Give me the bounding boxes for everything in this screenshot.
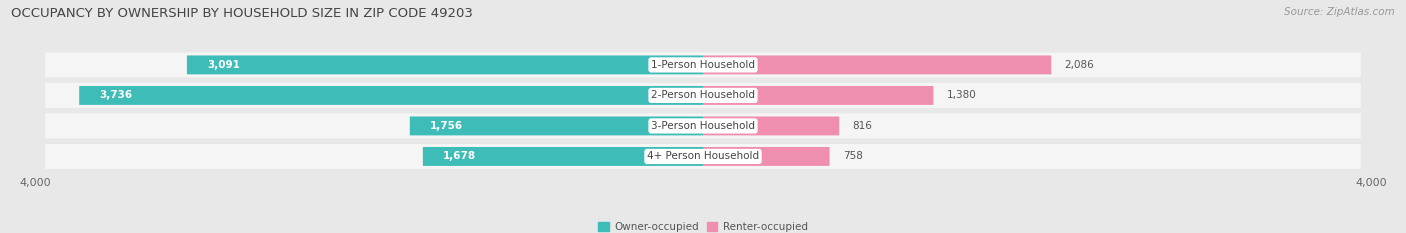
Text: 2-Person Household: 2-Person Household [651,90,755,100]
Text: 1,756: 1,756 [430,121,463,131]
Text: 3,736: 3,736 [100,90,132,100]
Text: 758: 758 [844,151,863,161]
FancyBboxPatch shape [703,147,830,166]
FancyBboxPatch shape [187,55,703,74]
FancyBboxPatch shape [703,116,839,135]
FancyBboxPatch shape [45,113,1361,138]
Text: Source: ZipAtlas.com: Source: ZipAtlas.com [1284,7,1395,17]
Text: 3-Person Household: 3-Person Household [651,121,755,131]
FancyBboxPatch shape [45,83,1361,108]
Text: 816: 816 [852,121,873,131]
Text: 1-Person Household: 1-Person Household [651,60,755,70]
Text: OCCUPANCY BY OWNERSHIP BY HOUSEHOLD SIZE IN ZIP CODE 49203: OCCUPANCY BY OWNERSHIP BY HOUSEHOLD SIZE… [11,7,474,20]
FancyBboxPatch shape [79,86,703,105]
Text: 2,086: 2,086 [1064,60,1094,70]
Text: 1,380: 1,380 [946,90,977,100]
FancyBboxPatch shape [45,144,1361,169]
FancyBboxPatch shape [423,147,703,166]
Text: 1,678: 1,678 [443,151,477,161]
FancyBboxPatch shape [409,116,703,135]
FancyBboxPatch shape [703,55,1052,74]
FancyBboxPatch shape [45,52,1361,77]
Text: 3,091: 3,091 [207,60,240,70]
FancyBboxPatch shape [703,86,934,105]
Legend: Owner-occupied, Renter-occupied: Owner-occupied, Renter-occupied [595,218,811,233]
Text: 4+ Person Household: 4+ Person Household [647,151,759,161]
